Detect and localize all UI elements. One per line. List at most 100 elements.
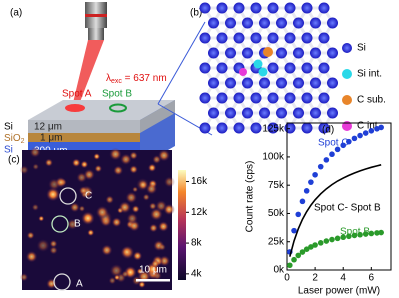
colorbar	[178, 170, 186, 280]
si-atom	[208, 47, 219, 59]
pl-spot	[69, 202, 80, 213]
y-tick-label: 50k	[268, 208, 285, 219]
laser-sub: exc	[111, 78, 122, 85]
panel-b: (b) Si Si int. C sub. C int.	[190, 2, 386, 134]
si-atom	[327, 17, 338, 29]
si-atom	[267, 2, 279, 14]
spot-label: B	[74, 219, 81, 230]
x-tick-label: 4	[340, 273, 346, 284]
spot-circle	[51, 215, 69, 233]
pl-spot	[26, 231, 35, 240]
laser-label: λexc = 637 nm	[106, 73, 167, 85]
layer-material: Si	[4, 122, 13, 133]
si-atom	[318, 122, 330, 134]
si-atom	[318, 92, 330, 104]
data-point	[374, 125, 380, 132]
data-point	[357, 231, 363, 238]
pl-spot	[38, 215, 45, 222]
data-point	[312, 242, 318, 248]
si-atom	[284, 2, 296, 14]
layer-thickness: 12 μm	[34, 122, 62, 133]
laser-rest: = 637 nm	[122, 73, 167, 84]
pl-spot	[125, 191, 138, 204]
series-name: Spot C- Spot B	[314, 203, 381, 214]
pl-spot	[109, 263, 124, 278]
legend-swatch	[342, 43, 352, 53]
si-atom	[242, 107, 253, 119]
si-atom	[276, 107, 287, 119]
si-atom	[259, 77, 270, 89]
data-point	[334, 235, 341, 242]
spot-b-mark	[109, 103, 127, 113]
si-atom	[284, 62, 296, 74]
pl-spot	[94, 164, 103, 173]
data-point	[295, 252, 302, 259]
pl-spot	[142, 193, 150, 201]
layer-sio2	[28, 133, 140, 142]
si-atom	[318, 62, 330, 74]
legend-label: C sub.	[357, 95, 386, 106]
si-atom	[216, 62, 228, 74]
pl-spot	[78, 205, 86, 212]
si-atom	[216, 92, 228, 104]
layer-thickness: 1 μm	[40, 133, 62, 144]
si-atom	[276, 17, 287, 29]
panel-c	[19, 146, 175, 290]
pl-spot	[131, 205, 140, 214]
x-axis-label: Laser power (mW)	[298, 286, 380, 297]
spot-circle	[53, 273, 71, 291]
si-atom	[310, 107, 321, 119]
scale-bar-label: 10 μm	[139, 265, 167, 276]
data-point	[351, 232, 358, 239]
panel-a: (a) λexc = 637 nm Spot A Spot B Si 12 μm…	[4, 2, 213, 166]
pl-spot	[80, 160, 89, 169]
si-atom	[301, 92, 313, 104]
panel-label: (b)	[190, 8, 202, 19]
si-atom	[225, 17, 236, 29]
pl-spot	[126, 212, 138, 225]
si-atom	[250, 92, 262, 104]
pl-spot	[81, 211, 95, 226]
data-point	[329, 236, 335, 243]
pl-spot	[158, 221, 169, 232]
y-tick-label: 125k	[262, 123, 285, 134]
si-atom	[301, 122, 313, 134]
data-point	[287, 262, 293, 269]
y-tick-label: 100k	[262, 152, 285, 163]
y-axis-label: Count rate (cps)	[245, 161, 256, 233]
pl-spot	[25, 250, 38, 263]
pl-spot	[129, 151, 138, 160]
pl-spot	[149, 223, 158, 233]
pl-spot	[120, 153, 132, 166]
pl-spot	[36, 238, 50, 253]
si-atom	[225, 47, 236, 59]
si-atom	[301, 2, 313, 14]
si-int-atom	[258, 67, 268, 77]
data-point	[351, 135, 358, 142]
spot-a-mark	[65, 104, 85, 112]
data-point	[317, 163, 324, 170]
legend-label: Si int.	[357, 69, 382, 80]
si-atom	[216, 122, 228, 134]
data-point	[299, 198, 306, 205]
si-atom	[284, 92, 296, 104]
si-atom	[293, 107, 304, 119]
pl-spot	[76, 172, 88, 183]
legend-swatch	[342, 95, 352, 105]
pl-spot	[163, 203, 175, 216]
si-atom	[259, 17, 270, 29]
data-point	[346, 233, 352, 240]
data-point	[340, 142, 347, 149]
series-name: Spot B	[340, 227, 370, 238]
data-point	[368, 128, 375, 134]
pl-spot	[129, 165, 138, 174]
pl-spot	[46, 278, 57, 290]
pl-spot	[132, 186, 139, 193]
x-tick-label: 0	[284, 273, 290, 284]
si-atom	[327, 107, 338, 119]
pl-spot	[132, 251, 143, 261]
zoom-line	[157, 21, 206, 105]
y-tick-label: 25k	[268, 236, 285, 247]
spot-label: C	[85, 191, 92, 202]
scale-bar	[136, 279, 170, 282]
